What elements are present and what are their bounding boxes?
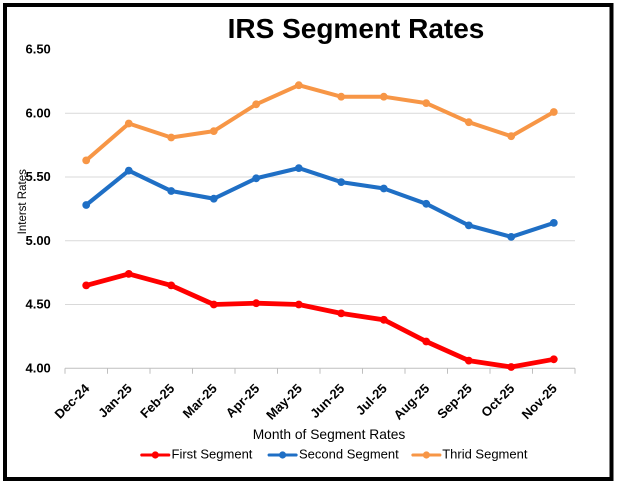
svg-text:First Segment: First Segment [172, 446, 253, 461]
svg-text:Interst Rates: Interst Rates [17, 169, 29, 234]
svg-text:Month of Segment Rates: Month of Segment Rates [253, 427, 406, 442]
svg-text:6.00: 6.00 [25, 105, 50, 120]
svg-text:Second Segment: Second Segment [299, 446, 399, 461]
svg-text:6.50: 6.50 [25, 42, 50, 57]
svg-text:4.50: 4.50 [25, 297, 50, 312]
svg-text:5.00: 5.00 [25, 233, 50, 248]
svg-text:5.50: 5.50 [25, 169, 50, 184]
svg-text:4.00: 4.00 [25, 360, 50, 375]
svg-text:IRS Segment Rates: IRS Segment Rates [228, 13, 485, 44]
svg-text:Thrid Segment: Thrid Segment [442, 446, 528, 461]
